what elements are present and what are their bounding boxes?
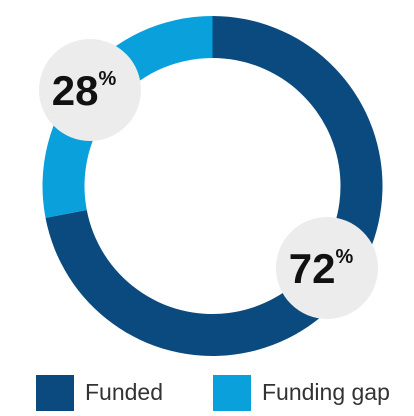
legend-swatch [213,375,251,411]
value-label: 72% [289,245,354,292]
value-label: 28% [52,67,117,114]
label-bubble [39,39,141,141]
legend-label: Funding gap [262,379,390,405]
legend-swatch [36,375,74,411]
legend-label: Funded [85,379,163,405]
donut-segment [42,16,213,218]
label-bubble [276,217,378,319]
